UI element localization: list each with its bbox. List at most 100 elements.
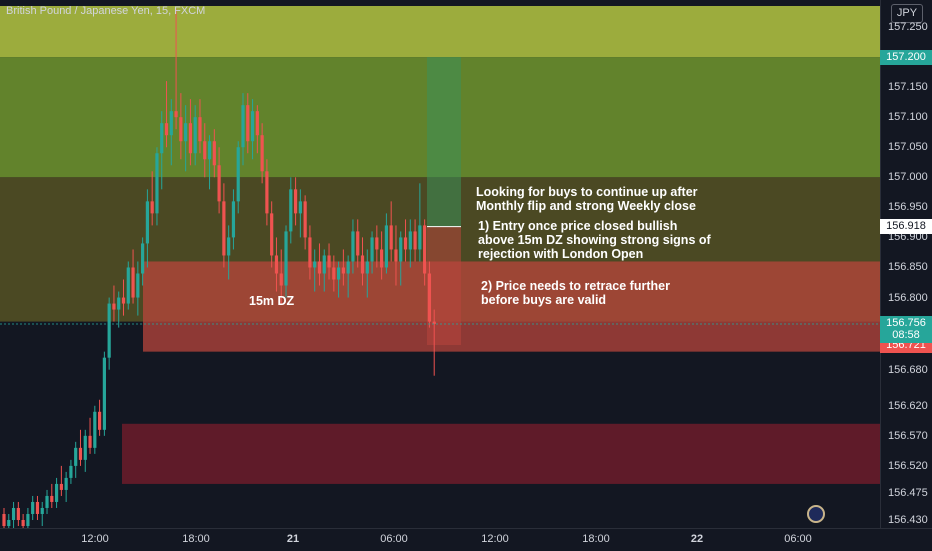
candle-body bbox=[265, 171, 269, 214]
candle-body bbox=[107, 303, 111, 358]
zone-label-15m-dz: 15m DZ bbox=[249, 294, 295, 308]
price-tick-label: 156.475 bbox=[888, 486, 928, 499]
candle-body bbox=[375, 237, 379, 250]
candle-body bbox=[341, 267, 345, 274]
candle-body bbox=[212, 141, 216, 166]
candle-body bbox=[131, 267, 135, 298]
note-line: Looking for buys to continue up after bbox=[476, 185, 698, 199]
candle-body bbox=[298, 201, 302, 214]
candle-body bbox=[126, 267, 130, 304]
candle-body bbox=[121, 297, 126, 304]
candle-body bbox=[380, 249, 384, 268]
candle-body bbox=[203, 141, 207, 160]
candle-body bbox=[313, 261, 317, 268]
candle-body bbox=[432, 321, 436, 325]
candle-body bbox=[332, 267, 336, 280]
candle-body bbox=[7, 520, 11, 527]
price-axis[interactable] bbox=[880, 0, 932, 528]
note-line: Monthly flip and strong Weekly close bbox=[476, 199, 696, 213]
candle-body bbox=[11, 507, 16, 520]
time-axis[interactable] bbox=[0, 528, 932, 551]
candle-body bbox=[217, 165, 221, 202]
price-tick-label: 157.100 bbox=[888, 111, 928, 124]
candle-body bbox=[26, 513, 30, 527]
candle-body bbox=[31, 501, 35, 514]
candle-body bbox=[317, 261, 322, 274]
candle-body bbox=[260, 135, 264, 172]
candle-body bbox=[293, 189, 298, 214]
time-tick-label: 06:00 bbox=[784, 533, 812, 545]
price-tick-label: 156.680 bbox=[888, 363, 928, 376]
time-tick-label: 18:00 bbox=[582, 533, 610, 545]
candle-body bbox=[227, 237, 231, 256]
chart-area[interactable]: British Pound / Japanese Yen, 15, FXCM 1… bbox=[0, 0, 880, 528]
position-target-box bbox=[427, 57, 461, 227]
candle-body bbox=[35, 501, 40, 514]
candle-body bbox=[16, 507, 20, 520]
candle-body bbox=[69, 465, 73, 478]
zone-15m-dz bbox=[143, 261, 880, 352]
candle-body bbox=[141, 243, 145, 274]
time-tick-label: 18:00 bbox=[182, 533, 210, 545]
price-tick-label: 157.250 bbox=[888, 21, 928, 33]
candle-body bbox=[337, 267, 341, 280]
candlestick-chart[interactable] bbox=[0, 0, 880, 528]
candle-body bbox=[356, 231, 360, 256]
candle-body bbox=[413, 231, 417, 250]
candle-body bbox=[102, 357, 106, 430]
candle-body bbox=[241, 105, 245, 148]
price-tick-label: 156.520 bbox=[888, 459, 928, 472]
candle-body bbox=[289, 189, 293, 232]
countdown-timer: 08:58 bbox=[892, 329, 920, 341]
candle-body bbox=[184, 123, 188, 142]
price-tick-label: 156.950 bbox=[888, 201, 928, 214]
price-tick-label: 157.050 bbox=[888, 141, 928, 154]
note-line: rejection with London Open bbox=[478, 247, 644, 261]
candle-body bbox=[145, 201, 149, 244]
uk-flag-icon[interactable] bbox=[807, 505, 825, 523]
candle-body bbox=[394, 249, 398, 262]
note-retrace: 2) Price needs to retrace further before… bbox=[481, 279, 670, 307]
candle-body bbox=[54, 483, 59, 502]
candle-body bbox=[40, 507, 44, 514]
target-price-tag: 157.200 bbox=[880, 49, 932, 65]
candle-body bbox=[136, 273, 140, 298]
candle-body bbox=[246, 105, 250, 142]
candle-body bbox=[174, 111, 178, 118]
price-tick-label: 156.570 bbox=[888, 429, 928, 442]
candle-body bbox=[93, 411, 97, 448]
candle-body bbox=[222, 201, 226, 256]
target-price-tag-value: 157.200 bbox=[886, 50, 926, 63]
symbol-title[interactable]: British Pound / Japanese Yen, 15, FXCM bbox=[6, 5, 206, 17]
time-tick-label: 21 bbox=[286, 533, 300, 545]
candle-body bbox=[150, 201, 154, 214]
candle-body bbox=[164, 123, 169, 136]
candle-body bbox=[198, 117, 202, 142]
candle-body bbox=[360, 255, 365, 274]
zone-lower-dz bbox=[122, 423, 880, 484]
currency-label[interactable]: JPY bbox=[891, 4, 923, 23]
candle-body bbox=[231, 201, 236, 238]
price-tick-label: 157.150 bbox=[888, 81, 928, 94]
candle-body bbox=[303, 201, 307, 238]
candle-body bbox=[370, 237, 374, 262]
candle-body bbox=[423, 225, 427, 274]
candle-body bbox=[399, 237, 403, 262]
time-tick-label: 22 bbox=[690, 533, 704, 545]
candle-body bbox=[255, 111, 259, 136]
candle-body bbox=[365, 261, 369, 274]
position-stop-box bbox=[427, 226, 461, 346]
candle-body bbox=[308, 237, 312, 268]
entry-price-tag: 156.918 bbox=[880, 219, 932, 235]
last-price-value: 156.756 bbox=[886, 317, 926, 329]
candle-body bbox=[351, 231, 355, 262]
note-entry: 1) Entry once price closed bullish above… bbox=[478, 219, 711, 261]
candle-body bbox=[98, 411, 102, 430]
candle-body bbox=[78, 447, 83, 460]
candle-body bbox=[59, 483, 63, 490]
candle-body bbox=[284, 231, 288, 286]
price-tick-label: 156.620 bbox=[888, 399, 928, 412]
candle-body bbox=[250, 111, 255, 142]
candle-body bbox=[21, 520, 25, 527]
candle-body bbox=[117, 297, 121, 310]
